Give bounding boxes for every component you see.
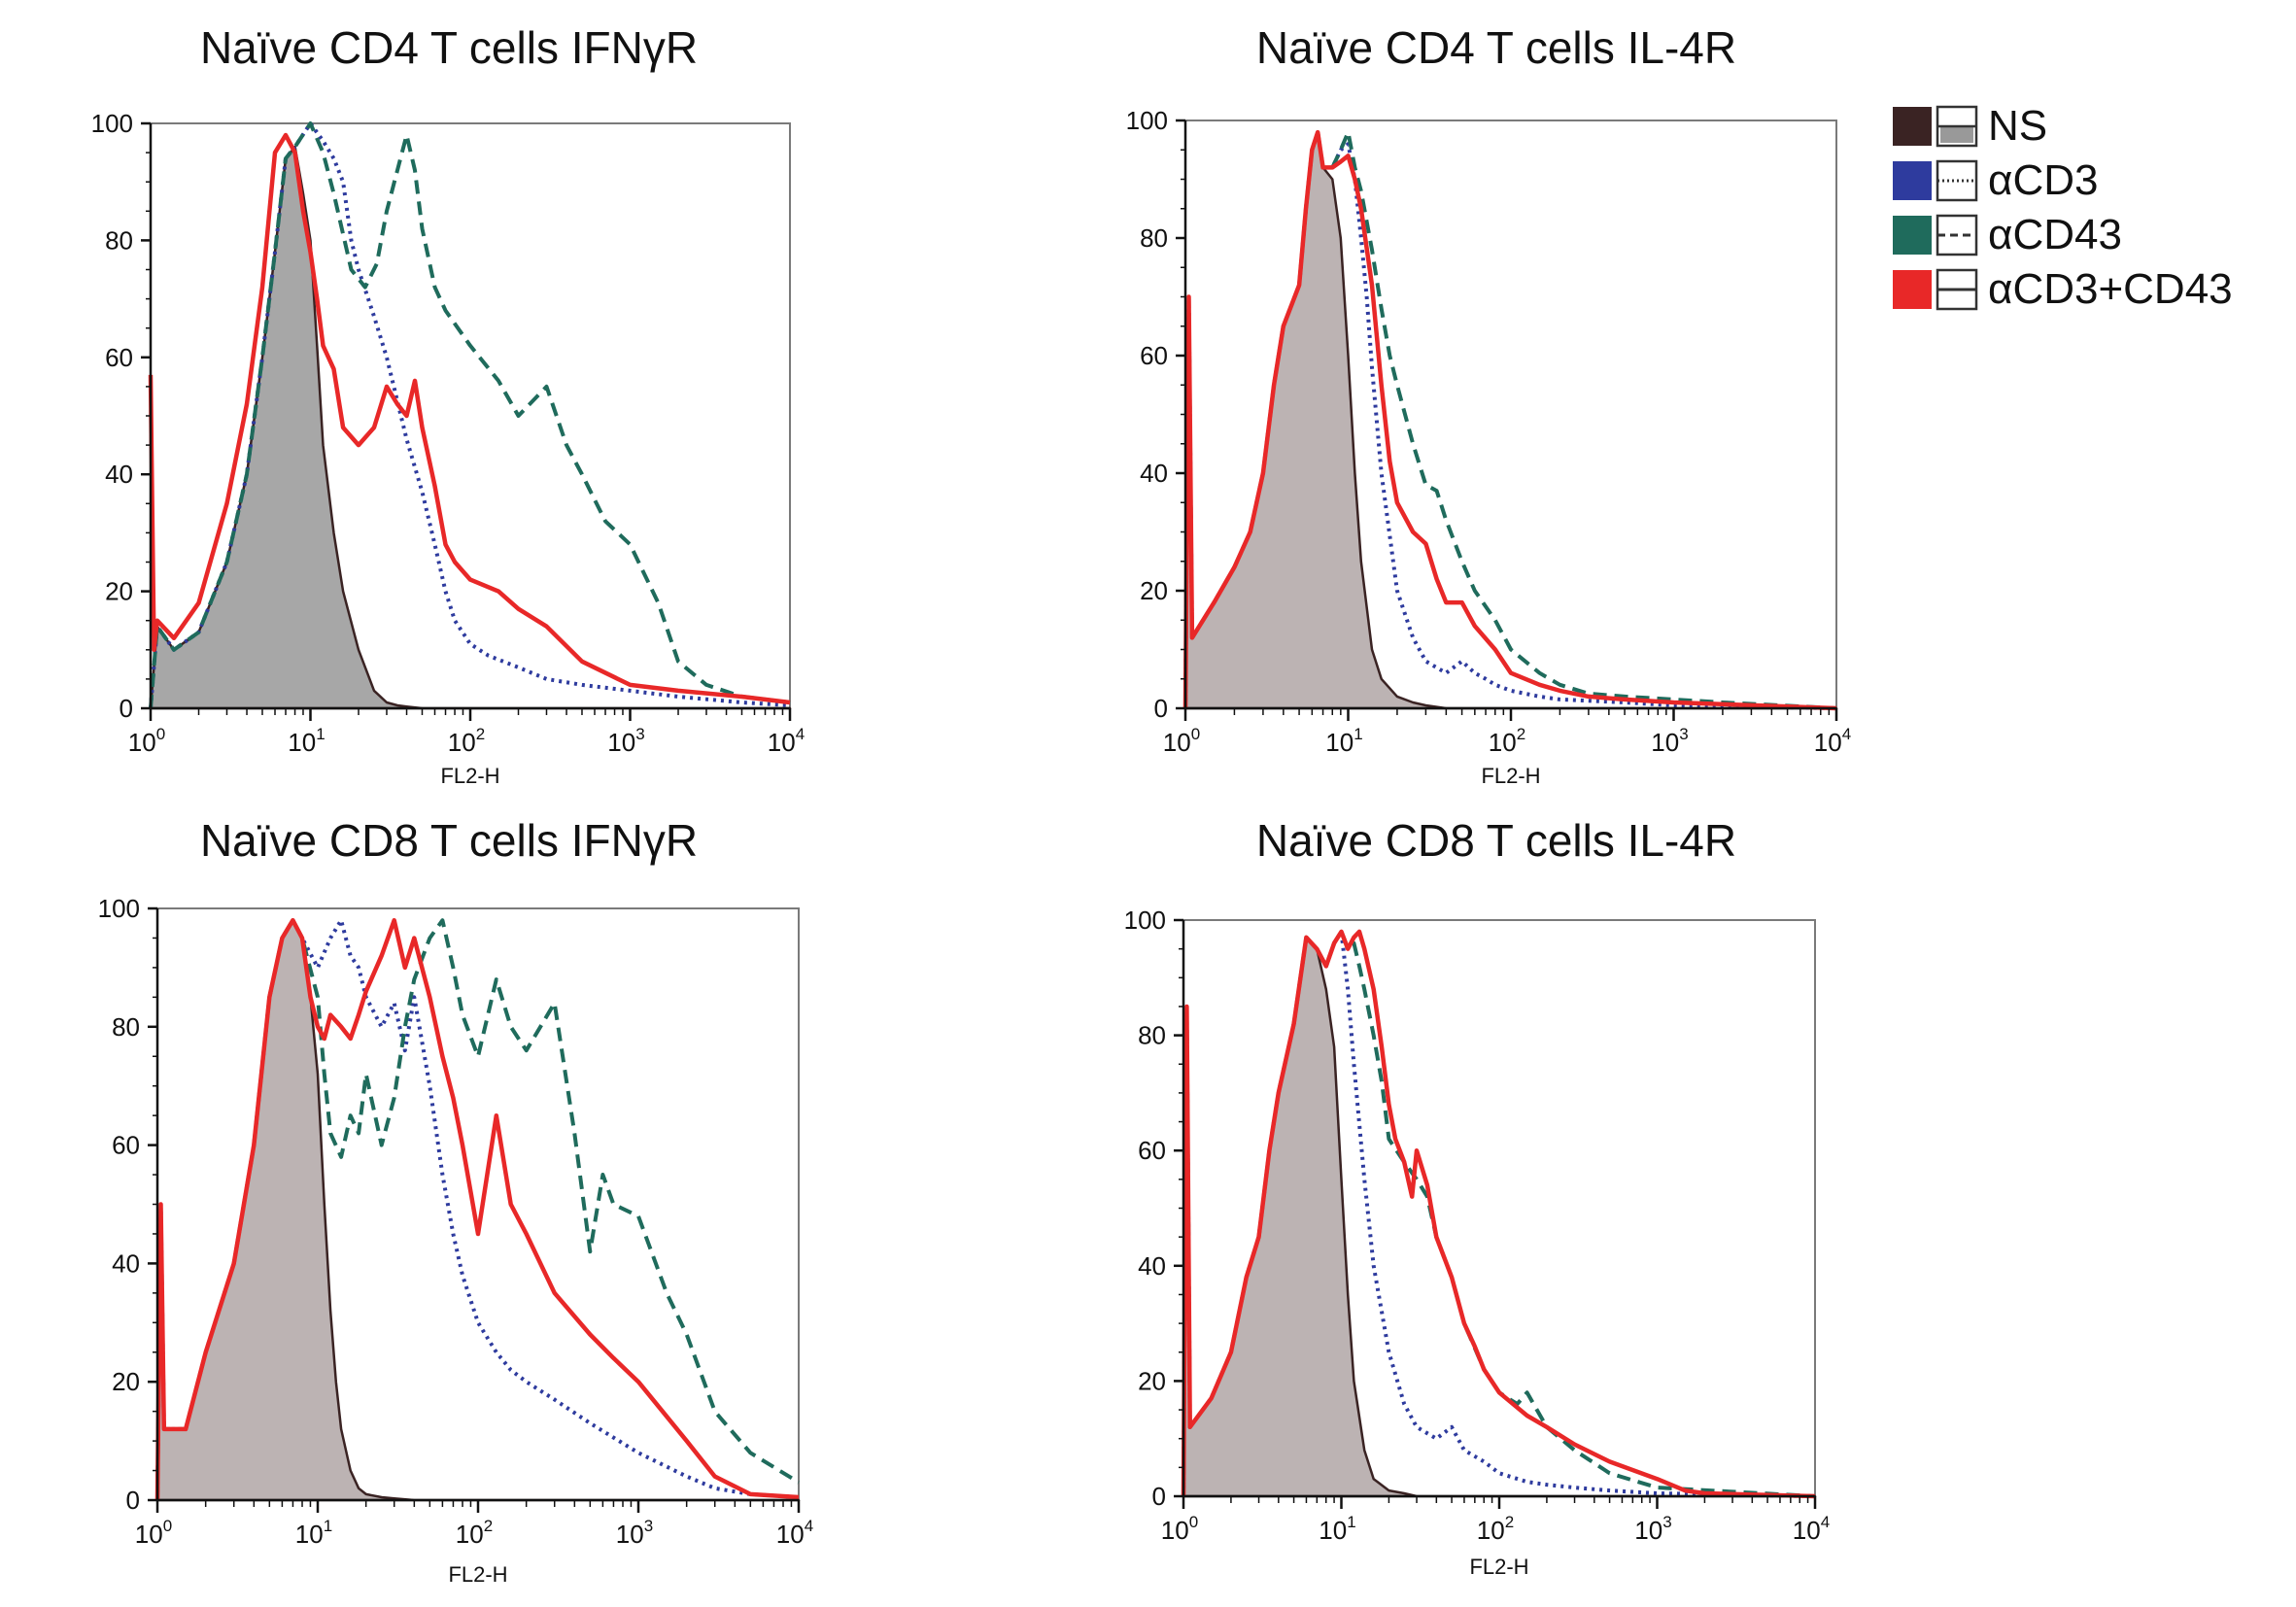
- y-tick-label: 40: [1140, 459, 1168, 488]
- legend-label: αCD3+CD43: [1988, 265, 2233, 313]
- panel-title: Naïve CD8 T cells IFNγR: [200, 815, 698, 866]
- x-tick-label: 103: [1634, 1513, 1671, 1545]
- y-tick-label: 80: [105, 225, 133, 255]
- y-tick-label: 60: [112, 1131, 140, 1160]
- panel-title: Naïve CD4 T cells IL-4R: [1256, 22, 1736, 73]
- y-tick-label: 40: [1138, 1251, 1166, 1281]
- series-cd3-plus-cd43-line: [1181, 929, 1816, 1499]
- series-ns-filled: [155, 918, 801, 1502]
- chart-panel-top-left: Naïve CD4 T cells IFNγR 0 20 40 60 80 100 100 10…: [91, 22, 805, 788]
- y-tick-label: 100: [1124, 906, 1166, 935]
- series-ns-filled: [1183, 130, 1838, 710]
- x-tick-label: 101: [295, 1517, 332, 1549]
- series-cd3-line: [155, 918, 800, 1501]
- y-tick-label: 20: [1138, 1366, 1166, 1395]
- legend-item: αCD3: [1893, 156, 2098, 204]
- x-axis-label: FL2-H: [448, 1562, 507, 1587]
- x-tick-label: 101: [1325, 725, 1362, 757]
- legend-swatch-color: [1893, 216, 1932, 255]
- y-tick-label: 100: [1126, 106, 1168, 135]
- x-tick-label: 100: [1163, 725, 1200, 757]
- y-tick-label: 0: [120, 694, 133, 723]
- x-axis-label: FL2-H: [1481, 764, 1540, 788]
- y-tick-label: 0: [1152, 1482, 1166, 1511]
- x-tick-label: 103: [1651, 725, 1688, 757]
- chart-panel-top-right: Naïve CD4 T cells IL-4R 0 20 40 60 80 100 100 10…: [1126, 22, 1852, 788]
- legend: NS αCD3 αCD43 αCD3+CD43: [1893, 102, 2233, 313]
- chart-panel-bottom-left: Naïve CD8 T cells IFNγR 0 20 40 60 80 100 100 10…: [98, 815, 814, 1587]
- legend-item: αCD3+CD43: [1893, 265, 2233, 313]
- legend-label: αCD43: [1988, 211, 2122, 258]
- legend-item: αCD43: [1893, 211, 2122, 258]
- legend-swatch-color: [1893, 270, 1932, 309]
- x-tick-label: 100: [128, 725, 165, 757]
- panel-title: Naïve CD8 T cells IL-4R: [1256, 815, 1736, 866]
- series-ns-filled: [149, 145, 792, 710]
- legend-label: NS: [1988, 102, 2047, 150]
- x-axis-label: FL2-H: [1469, 1555, 1528, 1579]
- series-cd3-plus-cd43-line: [148, 132, 791, 705]
- series-cd3-plus-cd43-line: [154, 917, 800, 1501]
- y-tick-label: 60: [1138, 1136, 1166, 1165]
- x-tick-label: 104: [768, 725, 805, 757]
- x-tick-label: 103: [616, 1517, 653, 1549]
- y-tick-label: 40: [112, 1248, 140, 1278]
- y-tick-label: 20: [112, 1367, 140, 1396]
- x-tick-label: 104: [1814, 725, 1851, 757]
- series-cd3-line: [1182, 929, 1816, 1498]
- y-tick-label: 0: [1154, 694, 1168, 723]
- legend-swatch-color: [1893, 107, 1932, 146]
- x-tick-label: 104: [776, 1517, 813, 1549]
- y-tick-label: 60: [105, 343, 133, 372]
- legend-label: αCD3: [1988, 156, 2098, 204]
- y-tick-label: 60: [1140, 341, 1168, 370]
- y-tick-label: 80: [112, 1012, 140, 1042]
- x-tick-label: 101: [288, 725, 325, 757]
- chart-panel-bottom-right: Naïve CD8 T cells IL-4R 0 20 40 60 80 100 100 10…: [1124, 815, 1831, 1579]
- x-tick-label: 102: [456, 1517, 493, 1549]
- x-tick-label: 104: [1793, 1513, 1830, 1545]
- x-tick-label: 102: [1489, 725, 1525, 757]
- legend-pattern-fill: [1940, 126, 1973, 143]
- y-tick-label: 80: [1138, 1021, 1166, 1050]
- y-tick-label: 0: [126, 1486, 140, 1515]
- x-tick-label: 102: [1477, 1513, 1514, 1545]
- y-tick-label: 80: [1140, 223, 1168, 253]
- x-tick-label: 100: [1161, 1513, 1198, 1545]
- y-tick-label: 20: [105, 577, 133, 606]
- y-tick-label: 20: [1140, 576, 1168, 605]
- y-tick-label: 100: [98, 894, 140, 923]
- series-ns-filled: [1182, 936, 1817, 1498]
- y-tick-label: 100: [91, 109, 133, 138]
- legend-item: NS: [1893, 102, 2047, 150]
- panel-title: Naïve CD4 T cells IFNγR: [200, 22, 698, 73]
- x-tick-label: 102: [448, 725, 485, 757]
- series-cd43-line: [149, 121, 791, 709]
- y-tick-label: 40: [105, 460, 133, 489]
- x-tick-label: 100: [135, 1517, 172, 1549]
- series-cd3-plus-cd43-line: [1182, 129, 1837, 711]
- legend-swatch-color: [1893, 161, 1932, 200]
- series-cd3-line: [1183, 130, 1837, 710]
- x-tick-label: 101: [1319, 1513, 1355, 1545]
- x-tick-label: 103: [607, 725, 644, 757]
- x-axis-label: FL2-H: [440, 764, 499, 788]
